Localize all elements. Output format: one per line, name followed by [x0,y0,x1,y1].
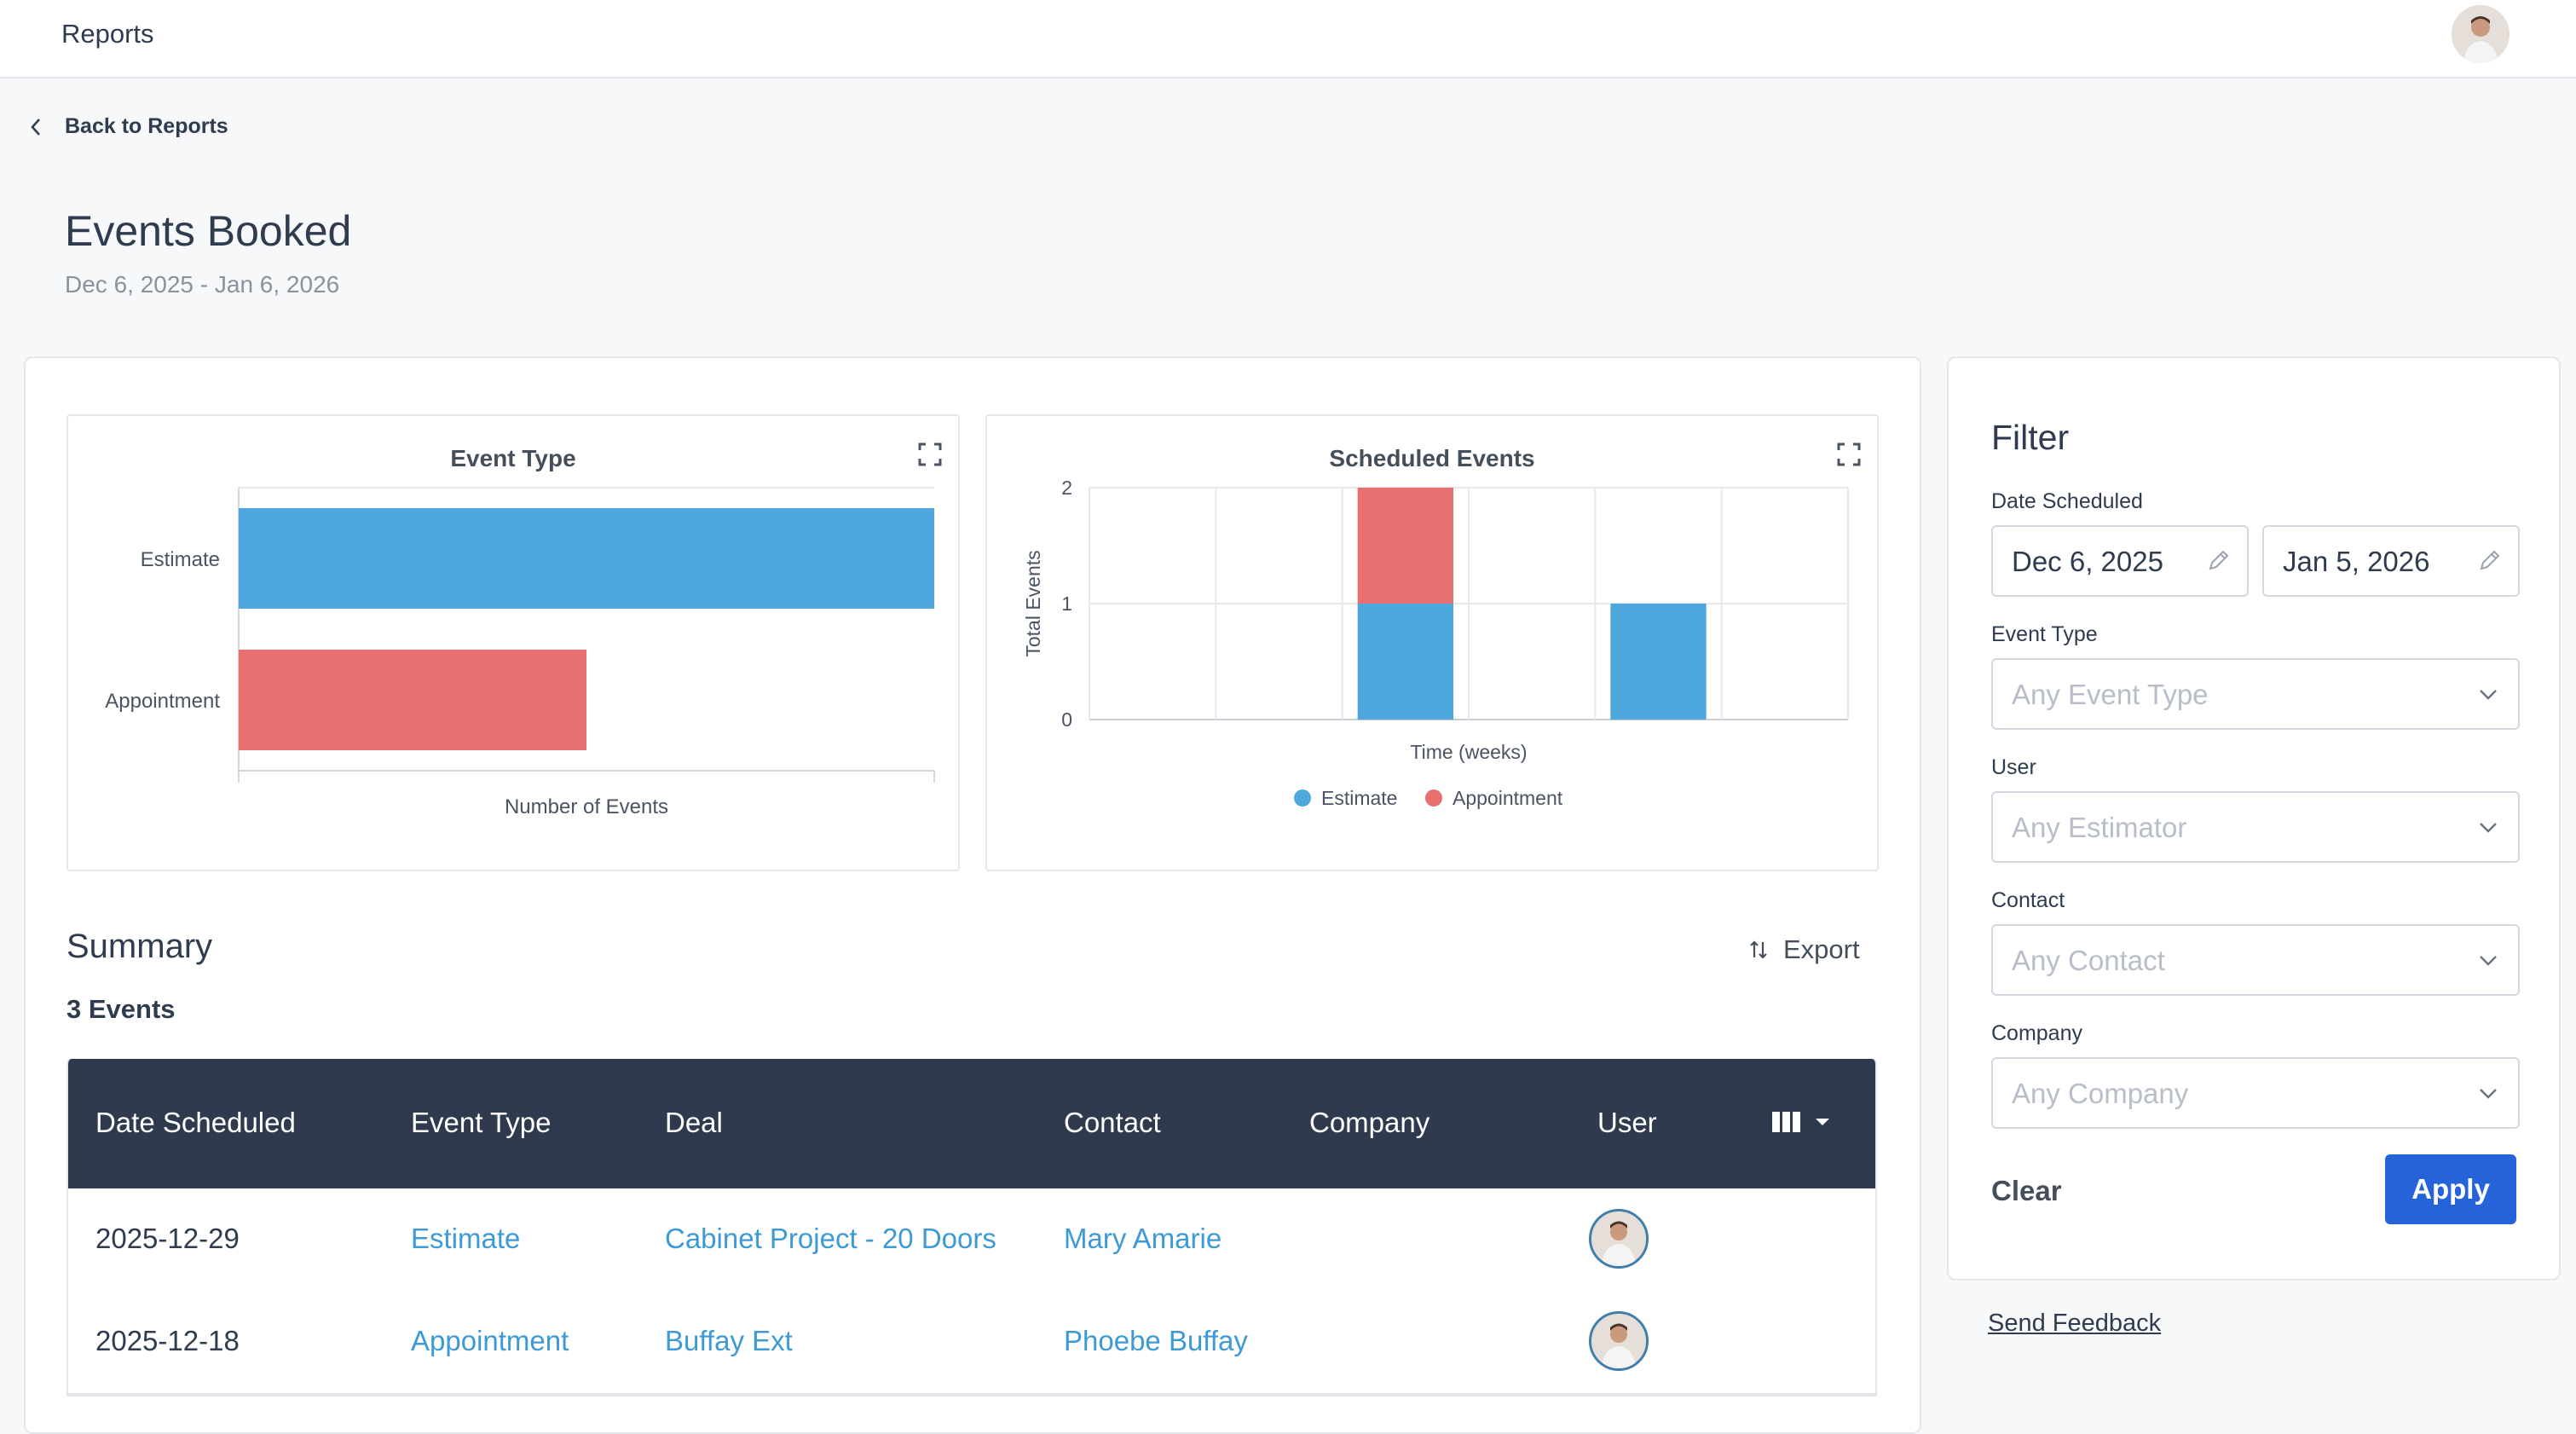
filter-title: Filter [1991,418,2070,457]
avatar-image [2452,5,2510,63]
y-tick-label: 2 [1061,477,1072,499]
category-label: Estimate [141,548,220,571]
columns-icon [1772,1112,1800,1132]
clear-button[interactable]: Clear [1991,1175,2062,1206]
user-placeholder: Any Estimator [2012,812,2187,843]
summary-title: Summary [66,928,213,965]
y-tick-label: 0 [1061,708,1072,731]
chart-title: Event Type [450,445,576,471]
event-type-chart-card: Event Type Estimate Appointment Number of … [66,414,960,871]
legend-label: Estimate [1321,787,1397,809]
page-date-range: Dec 6, 2025 - Jan 6, 2026 [65,271,340,298]
event-type-bar-chart: Estimate Appointment Number of Events [105,487,935,818]
date-from-value: Dec 6, 2025 [2012,546,2163,577]
scheduled-events-bar-chart: 0 1 2 Total Events Time (weeks) Estimate Appoi… [1022,477,1849,809]
date-to-value: Jan 5, 2026 [2283,546,2430,577]
export-label: Export [1783,934,1860,964]
contact-label: Contact [1991,888,2065,912]
pencil-icon [2209,550,2229,570]
bar-appointment [1357,488,1453,604]
top-bar: Reports [0,0,2576,78]
category-label: Appointment [105,690,220,713]
company-label: Company [1991,1021,2082,1045]
chevron-down-icon [2480,823,2497,833]
bar-estimate [1610,604,1707,720]
user-avatar[interactable] [1589,1209,1649,1269]
app-title: Reports [61,19,154,49]
page-title: Events Booked [65,207,352,255]
date-from-input[interactable]: Dec 6, 2025 [1991,525,2249,597]
date-scheduled-label: Date Scheduled [1991,489,2143,513]
cell-date: 2025-12-18 [95,1325,240,1356]
date-to-input[interactable]: Jan 5, 2026 [2262,525,2520,597]
sort-arrows-icon [1750,940,1767,959]
avatar-image [1591,1314,1646,1368]
y-axis-label: Total Events [1022,550,1044,656]
column-header-contact[interactable]: Contact [1064,1107,1161,1138]
cell-deal-link[interactable]: Cabinet Project - 20 Doors [665,1223,996,1254]
cell-event-type-link[interactable]: Appointment [411,1325,569,1356]
user-label: User [1991,755,2036,779]
event-type-select[interactable]: Any Event Type [1991,658,2520,730]
legend-marker-estimate [1294,789,1311,807]
company-placeholder: Any Company [2012,1078,2189,1109]
contact-select[interactable]: Any Contact [1991,924,2520,996]
x-axis-label: Number of Events [505,795,668,818]
column-header-deal[interactable]: Deal [665,1107,723,1138]
events-table: Date Scheduled Event Type Deal Contact C… [66,1059,1877,1396]
column-header-date[interactable]: Date Scheduled [95,1107,296,1138]
expand-icon[interactable] [1836,442,1862,467]
column-header-user[interactable]: User [1597,1107,1657,1138]
back-to-reports-link[interactable]: Back to Reports [29,114,228,139]
send-feedback-link[interactable]: Send Feedback [1988,1310,2162,1337]
avatar-image [1591,1211,1646,1266]
summary-count: 3 Events [66,994,176,1024]
column-header-event-type[interactable]: Event Type [411,1107,552,1138]
cell-contact-link[interactable]: Mary Amarie [1064,1223,1222,1254]
filter-panel: Filter Date Scheduled Dec 6, 2025 Jan 5,… [1947,356,2561,1281]
legend-label: Appointment [1453,787,1563,809]
x-axis-label: Time (weeks) [1410,741,1527,763]
y-tick-label: 1 [1061,593,1072,615]
event-type-label: Event Type [1991,622,2098,646]
chart-title: Scheduled Events [1329,445,1535,471]
user-select[interactable]: Any Estimator [1991,791,2520,863]
bar-appointment [239,650,586,750]
event-type-placeholder: Any Event Type [2012,679,2209,710]
table-row[interactable]: 2025-12-18 Appointment Buffay Ext Phoebe… [68,1291,1875,1395]
table-row[interactable]: 2025-12-29 Estimate Cabinet Project - 20… [68,1188,1875,1292]
legend-marker-appointment [1425,789,1442,807]
expand-icon[interactable] [917,442,943,467]
scheduled-events-chart-card: Scheduled Events 0 1 2 Total Events Time (we… [985,414,1879,871]
pencil-icon [2480,550,2500,570]
bar-estimate [1357,604,1453,720]
chevron-down-icon [2480,1089,2497,1099]
apply-button[interactable]: Apply [2385,1154,2516,1224]
table-header: Date Scheduled Event Type Deal Contact C… [68,1059,1875,1188]
chevron-left-icon [31,118,40,136]
chevron-down-icon [2480,956,2497,966]
user-avatar[interactable] [1589,1311,1649,1371]
cell-deal-link[interactable]: Buffay Ext [665,1325,793,1356]
chevron-down-icon [2480,690,2497,700]
back-label: Back to Reports [65,114,228,138]
bar-estimate [239,508,934,609]
company-select[interactable]: Any Company [1991,1057,2520,1129]
contact-placeholder: Any Contact [2012,945,2165,976]
export-button[interactable]: Export [1749,934,1860,965]
user-avatar[interactable] [2452,5,2510,63]
caret-down-icon [1816,1119,1829,1125]
cell-date: 2025-12-29 [95,1223,240,1254]
column-picker-button[interactable] [1771,1110,1831,1134]
column-header-company[interactable]: Company [1309,1107,1430,1138]
cell-contact-link[interactable]: Phoebe Buffay [1064,1325,1248,1356]
cell-event-type-link[interactable]: Estimate [411,1223,521,1254]
